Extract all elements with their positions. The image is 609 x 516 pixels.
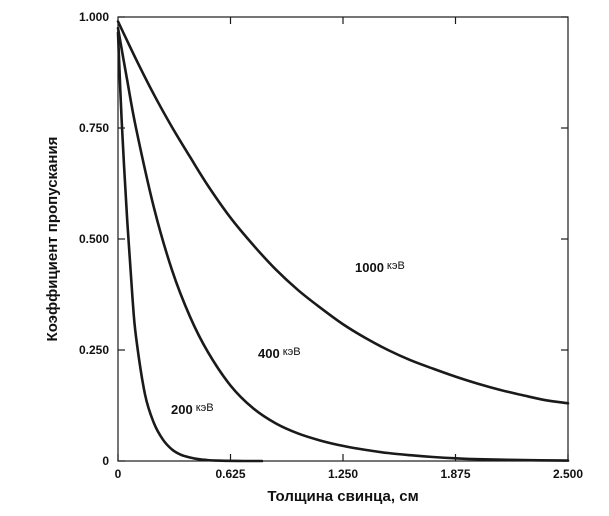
series-line-1000-kev (116, 20, 570, 405)
curve-label-unit: кэВ (283, 346, 301, 358)
curve-label-number: 400 (258, 346, 280, 361)
curve-label-1000-kev: 1000 кэВ (355, 260, 405, 275)
curve-label-number: 1000 (355, 260, 384, 275)
y-tick-label: 1.000 (79, 10, 109, 24)
x-tick-label: 1.875 (440, 467, 470, 481)
y-axis-ticks: 0 0.250 0.500 0.750 1.000 (79, 10, 568, 468)
y-axis-title: Коэффициент пропускания (44, 137, 61, 342)
plot-area-frame (117, 16, 569, 462)
curve-label-200-kev: 200 кэВ (171, 402, 214, 417)
y-tick-label: 0.250 (79, 343, 109, 357)
x-axis-ticks: 0 0.625 1.250 1.875 2.500 (115, 17, 583, 481)
x-tick-label: 0.625 (215, 467, 245, 481)
curves-group (116, 20, 570, 463)
curve-label-unit: кэВ (196, 402, 214, 414)
x-axis-title: Толщина свинца, см (267, 488, 418, 505)
curve-label-number: 200 (171, 402, 193, 417)
series-line-400-kev (116, 26, 570, 462)
y-tick-label: 0.750 (79, 121, 109, 135)
y-tick-label: 0 (102, 454, 109, 468)
x-tick-label: 2.500 (553, 467, 583, 481)
x-tick-label: 1.250 (328, 467, 358, 481)
x-tick-label: 0 (115, 467, 122, 481)
curve-label-unit: кэВ (387, 260, 405, 272)
y-tick-label: 0.500 (79, 232, 109, 246)
curve-label-400-kev: 400 кэВ (258, 346, 301, 361)
